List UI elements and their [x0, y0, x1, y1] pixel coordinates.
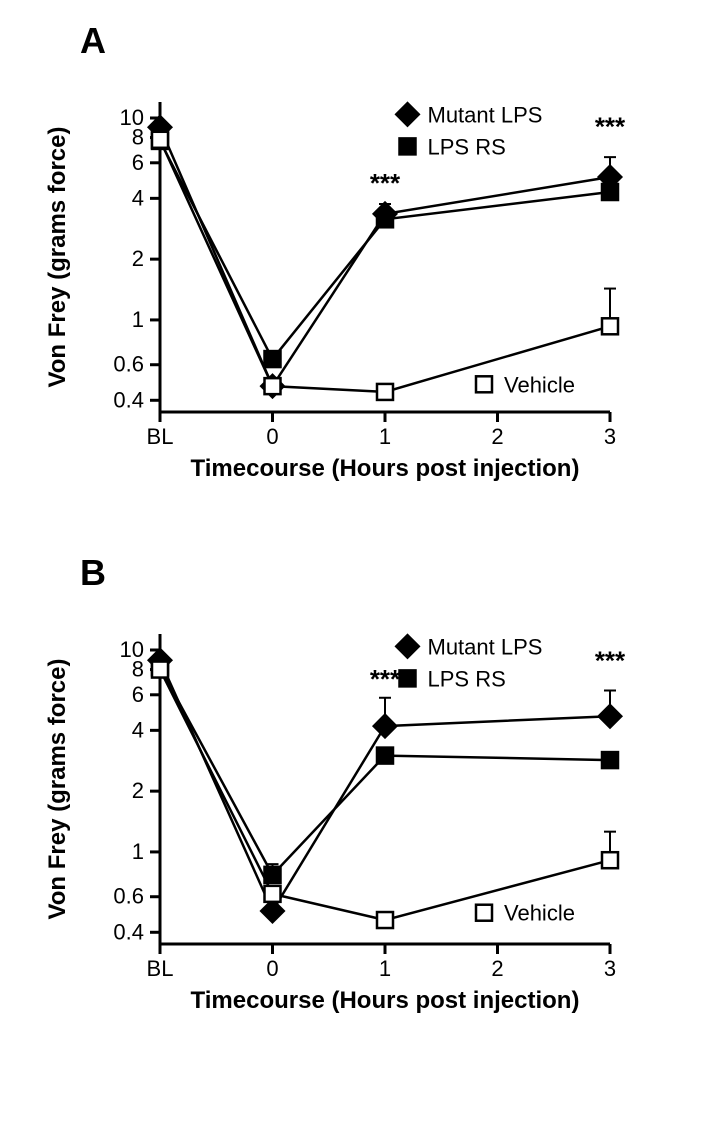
- chart-b: 0.40.61246810BL0123Von Frey (grams force…: [20, 594, 640, 1024]
- svg-text:1: 1: [132, 307, 144, 332]
- panel-b-label: B: [80, 552, 695, 594]
- svg-text:Vehicle: Vehicle: [504, 372, 575, 397]
- svg-text:BL: BL: [147, 424, 174, 449]
- svg-text:10: 10: [120, 105, 144, 130]
- svg-text:BL: BL: [147, 956, 174, 981]
- svg-text:Timecourse (Hours post injecti: Timecourse (Hours post injection): [191, 455, 580, 482]
- svg-text:3: 3: [604, 424, 616, 449]
- svg-text:2: 2: [491, 956, 503, 981]
- panel-a: A 0.40.61246810BL0123Von Frey (grams for…: [20, 20, 695, 492]
- chart-a: 0.40.61246810BL0123Von Frey (grams force…: [20, 62, 640, 492]
- panel-a-label: A: [80, 20, 695, 62]
- svg-text:LPS RS: LPS RS: [428, 666, 506, 691]
- svg-text:6: 6: [132, 682, 144, 707]
- svg-text:1: 1: [379, 956, 391, 981]
- svg-text:4: 4: [132, 717, 144, 742]
- svg-text:1: 1: [132, 839, 144, 864]
- svg-text:Vehicle: Vehicle: [504, 901, 575, 926]
- svg-text:0.4: 0.4: [113, 919, 144, 944]
- svg-text:***: ***: [595, 111, 626, 141]
- svg-text:4: 4: [132, 185, 144, 210]
- svg-text:Mutant LPS: Mutant LPS: [428, 634, 543, 659]
- svg-text:0.6: 0.6: [113, 352, 144, 377]
- svg-text:***: ***: [595, 646, 626, 676]
- svg-text:Von Frey (grams force): Von Frey (grams force): [44, 127, 71, 388]
- svg-text:Mutant LPS: Mutant LPS: [428, 102, 543, 127]
- svg-text:0.4: 0.4: [113, 387, 144, 412]
- svg-text:2: 2: [491, 424, 503, 449]
- svg-text:***: ***: [370, 168, 401, 198]
- svg-text:Von Frey (grams force): Von Frey (grams force): [44, 659, 71, 920]
- svg-text:6: 6: [132, 150, 144, 175]
- svg-text:2: 2: [132, 246, 144, 271]
- svg-text:2: 2: [132, 778, 144, 803]
- figure: A 0.40.61246810BL0123Von Frey (grams for…: [20, 20, 695, 1024]
- svg-text:Timecourse (Hours post injecti: Timecourse (Hours post injection): [191, 987, 580, 1014]
- svg-text:0.6: 0.6: [113, 884, 144, 909]
- svg-text:LPS RS: LPS RS: [428, 134, 506, 159]
- svg-text:0: 0: [266, 424, 278, 449]
- svg-text:3: 3: [604, 956, 616, 981]
- panel-b: B 0.40.61246810BL0123Von Frey (grams for…: [20, 552, 695, 1024]
- svg-text:***: ***: [370, 664, 401, 694]
- svg-text:1: 1: [379, 424, 391, 449]
- svg-text:0: 0: [266, 956, 278, 981]
- svg-text:10: 10: [120, 637, 144, 662]
